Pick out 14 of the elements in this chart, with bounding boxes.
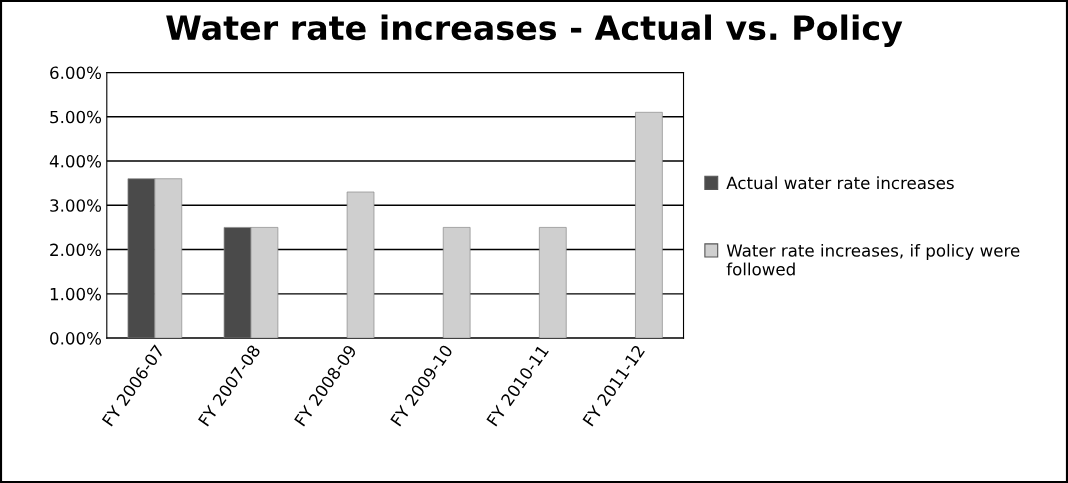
y-tick-label: 4.00% [49,154,102,168]
legend-label: Water rate increases, if policy were followed [726,243,1020,276]
bar [538,227,567,339]
bar [442,227,471,339]
bar [346,191,375,339]
y-tick-label: 5.00% [50,110,102,124]
y-tick-label: 3.00% [50,199,102,212]
y-tick-label: 1.00% [50,287,102,301]
y-tick-label: 0.00% [50,332,102,345]
y-tick-label: 6.00% [50,66,102,80]
y-tick-label: 2.00% [50,243,102,257]
chart-title: Water rate increases - Actual vs. Policy [166,14,903,48]
bar [635,111,663,339]
legend-label: Actual water rate increases [726,176,954,190]
